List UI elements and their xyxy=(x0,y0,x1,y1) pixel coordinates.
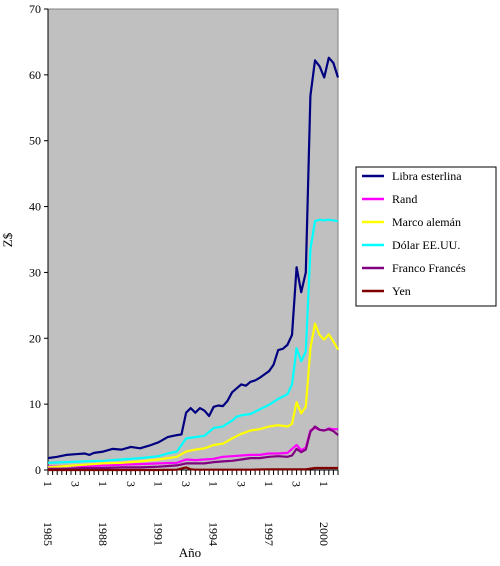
x-year-label: 1988 xyxy=(96,522,110,546)
x-tick-label: 1 xyxy=(262,481,276,487)
series-line-3 xyxy=(47,218,339,464)
series-line-4 xyxy=(48,425,339,470)
legend-label: Marco alemán xyxy=(392,215,461,229)
series-line-2 xyxy=(47,322,339,469)
y-tick-label: 20 xyxy=(29,331,41,345)
x-year-label: 1997 xyxy=(262,522,276,546)
y-tick-label: 40 xyxy=(29,200,41,214)
x-tick-label: 3 xyxy=(69,481,83,487)
x-tick-label: 1 xyxy=(151,481,165,487)
x-tick-label: 3 xyxy=(234,481,248,487)
legend: Libra esterlina Rand Marco alemán Dólar EE.… xyxy=(355,166,497,307)
plot-area xyxy=(47,8,339,471)
legend-label: Rand xyxy=(392,192,417,206)
y-tick-label: 50 xyxy=(29,134,41,148)
x-year-label: 2000 xyxy=(317,522,331,546)
x-year-label: 1985 xyxy=(41,522,55,546)
legend-label: Dólar EE.UU. xyxy=(392,238,460,252)
y-tick-label: 60 xyxy=(29,68,41,82)
y-axis-title: Z$ xyxy=(0,232,15,247)
x-tick-label: 3 xyxy=(124,481,138,487)
x-tick-label: 1 xyxy=(96,481,110,487)
x-axis-title: Año xyxy=(179,545,201,560)
y-tick-label: 30 xyxy=(29,265,41,279)
x-year-label: 1994 xyxy=(207,522,221,546)
x-axis: 1 3 1 3 1 3 1 3 1 3 1 1985 1988 1991 1994 1997 2000 xyxy=(41,469,339,546)
x-tick-label: 1 xyxy=(317,481,331,487)
x-tick-label: 3 xyxy=(290,481,304,487)
y-tick-label: 70 xyxy=(29,2,41,16)
series-line-0 xyxy=(47,56,340,460)
series-layer xyxy=(47,56,340,472)
x-year-label: 1991 xyxy=(151,522,165,546)
legend-label: Franco Francés xyxy=(392,261,466,275)
y-tick-label: 10 xyxy=(29,397,41,411)
legend-box xyxy=(355,166,497,307)
legend-label: Yen xyxy=(392,284,411,298)
y-tick-label: 0 xyxy=(35,463,41,477)
x-tick-label: 1 xyxy=(207,481,221,487)
legend-items: Libra esterlina Rand Marco alemán Dólar EE.… xyxy=(362,169,466,298)
x-tick-label: 1 xyxy=(41,481,55,487)
x-tick-label: 3 xyxy=(179,481,193,487)
series-line-5 xyxy=(48,466,338,472)
y-axis: 0 10 20 30 40 50 60 70 xyxy=(29,2,49,477)
legend-label: Libra esterlina xyxy=(392,169,462,183)
